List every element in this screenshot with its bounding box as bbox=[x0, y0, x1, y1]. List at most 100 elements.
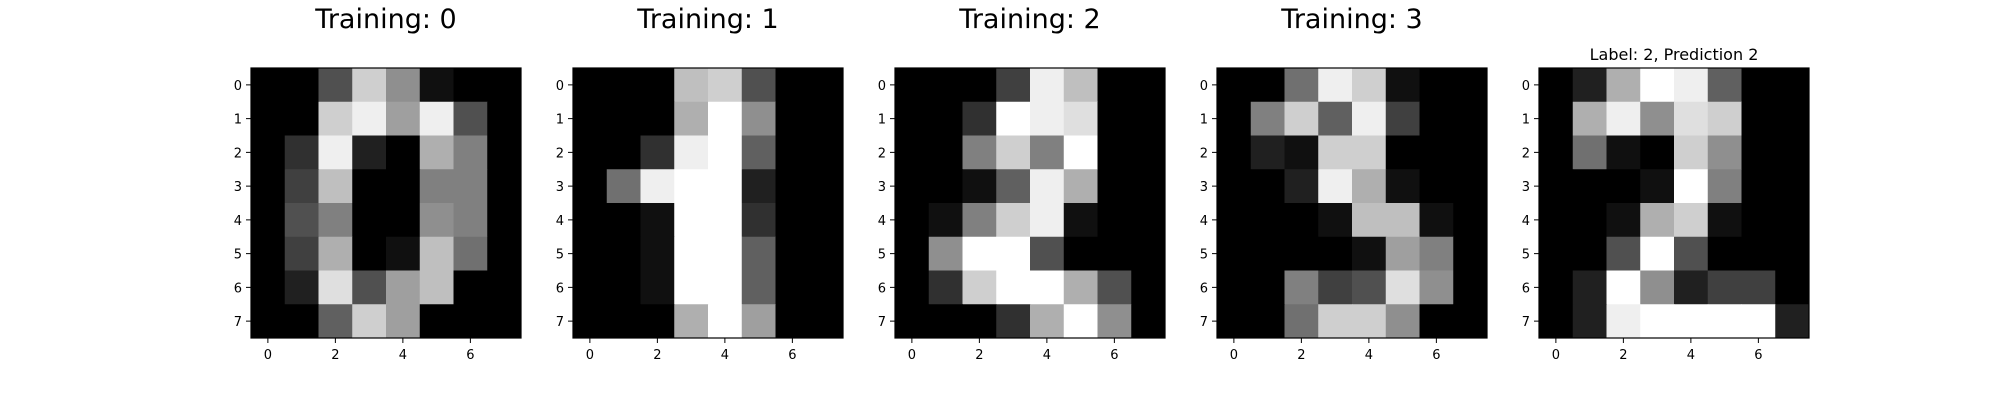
heatmap-cell bbox=[1775, 270, 1810, 305]
heatmap-cell bbox=[453, 135, 488, 170]
heatmap-cell bbox=[1284, 101, 1319, 136]
heatmap-cell bbox=[1250, 270, 1285, 305]
heatmap-cell bbox=[453, 236, 488, 271]
heatmap-cell bbox=[895, 203, 930, 238]
y-tick-label: 3 bbox=[1522, 180, 1530, 195]
y-tick-label: 7 bbox=[1522, 315, 1530, 330]
heatmap-cell bbox=[352, 304, 387, 339]
panel-3: Training: 3 0 1 2 3 4 5 6 7 0 2 4 6 bbox=[1200, 4, 1488, 363]
y-tick-label: 0 bbox=[878, 79, 886, 94]
y-tick-label: 2 bbox=[556, 146, 564, 161]
heatmap-cell bbox=[1775, 304, 1810, 339]
heatmap-cell bbox=[1453, 270, 1488, 305]
heatmap-cell bbox=[895, 236, 930, 271]
y-tick-label: 4 bbox=[878, 214, 886, 229]
heatmap-cell bbox=[606, 203, 641, 238]
heatmap-cell bbox=[1674, 304, 1709, 339]
heatmap-cell bbox=[1250, 101, 1285, 136]
y-tick-label: 1 bbox=[1522, 113, 1530, 128]
heatmap-cell bbox=[928, 304, 963, 339]
panel-title: Training: 3 bbox=[1280, 4, 1422, 35]
y-tick-label: 7 bbox=[878, 315, 886, 330]
heatmap-cell bbox=[1131, 101, 1166, 136]
heatmap-cell bbox=[1352, 203, 1387, 238]
heatmap-cell bbox=[419, 68, 454, 103]
heatmap-cell bbox=[1385, 169, 1420, 204]
heatmap-cell bbox=[1097, 203, 1132, 238]
heatmap-cell bbox=[453, 203, 488, 238]
heatmap-cell bbox=[573, 304, 608, 339]
heatmap-cell bbox=[1419, 304, 1454, 339]
heatmap-cell bbox=[1741, 169, 1776, 204]
heatmap-cell bbox=[1284, 135, 1319, 170]
heatmap-cell bbox=[996, 135, 1031, 170]
heatmap-cell bbox=[1707, 169, 1742, 204]
heatmap-cell bbox=[1453, 101, 1488, 136]
heatmap-cell bbox=[775, 203, 810, 238]
heatmap-cell bbox=[1640, 169, 1675, 204]
heatmap-cell bbox=[1741, 270, 1776, 305]
heatmap-cell bbox=[1572, 135, 1607, 170]
heatmap-cell bbox=[1741, 304, 1776, 339]
heatmap-cell bbox=[640, 68, 675, 103]
heatmap-cell bbox=[1775, 203, 1810, 238]
y-tick-label: 4 bbox=[556, 214, 564, 229]
axes-frame bbox=[572, 67, 844, 339]
heatmap-cell bbox=[352, 101, 387, 136]
y-tick-label: 5 bbox=[556, 248, 564, 263]
heatmap-cell bbox=[1707, 270, 1742, 305]
y-tick-label: 7 bbox=[234, 315, 242, 330]
heatmap-cell bbox=[928, 270, 963, 305]
heatmap-cell bbox=[674, 68, 709, 103]
heatmap-cell bbox=[1419, 270, 1454, 305]
heatmap-cell bbox=[1572, 236, 1607, 271]
heatmap-cell bbox=[708, 270, 743, 305]
heatmap-cell bbox=[1284, 68, 1319, 103]
heatmap-cell bbox=[1063, 270, 1098, 305]
panel-title: Training: 2 bbox=[958, 4, 1100, 35]
heatmap-cell bbox=[674, 304, 709, 339]
heatmap-cell bbox=[1453, 203, 1488, 238]
heatmap-cell bbox=[251, 101, 286, 136]
x-tick-label: 4 bbox=[721, 348, 729, 363]
y-tick-label: 0 bbox=[1522, 79, 1530, 94]
heatmap-cell bbox=[895, 169, 930, 204]
heatmap-cell bbox=[962, 101, 997, 136]
heatmap-cell bbox=[640, 135, 675, 170]
heatmap-cell bbox=[1640, 236, 1675, 271]
x-tick-label: 6 bbox=[1110, 348, 1118, 363]
heatmap-cell bbox=[1419, 203, 1454, 238]
heatmap-cell bbox=[640, 304, 675, 339]
y-tick-label: 6 bbox=[878, 281, 886, 296]
heatmap-cell bbox=[1063, 169, 1098, 204]
heatmap-cell bbox=[996, 236, 1031, 271]
heatmap-cell bbox=[1606, 236, 1641, 271]
heatmap-cell bbox=[419, 304, 454, 339]
heatmap-cell bbox=[928, 236, 963, 271]
heatmap-cell bbox=[419, 236, 454, 271]
y-tick-label: 6 bbox=[234, 281, 242, 296]
heatmap-cell bbox=[386, 270, 421, 305]
heatmap-cell bbox=[1606, 304, 1641, 339]
heatmap-cell bbox=[1385, 135, 1420, 170]
y-tick-label: 0 bbox=[556, 79, 564, 94]
heatmap-cell bbox=[1385, 304, 1420, 339]
heatmap-cell bbox=[962, 304, 997, 339]
y-tick-label: 5 bbox=[234, 248, 242, 263]
heatmap-cell bbox=[1674, 236, 1709, 271]
heatmap-cell bbox=[1539, 68, 1574, 103]
heatmap-cell bbox=[318, 169, 353, 204]
y-tick-label: 2 bbox=[1522, 146, 1530, 161]
heatmap-cell bbox=[1284, 236, 1319, 271]
heatmap-cell bbox=[1606, 203, 1641, 238]
heatmap-cell bbox=[606, 169, 641, 204]
heatmap-cell bbox=[674, 169, 709, 204]
x-tick-label: 4 bbox=[1687, 348, 1695, 363]
heatmap-cell bbox=[1030, 68, 1065, 103]
heatmap-cell bbox=[741, 203, 776, 238]
heatmap-cell bbox=[1318, 270, 1353, 305]
x-tick-label: 0 bbox=[1552, 348, 1560, 363]
axes-frame bbox=[250, 67, 522, 339]
y-tick-label: 5 bbox=[1522, 248, 1530, 263]
heatmap-cell bbox=[1741, 101, 1776, 136]
